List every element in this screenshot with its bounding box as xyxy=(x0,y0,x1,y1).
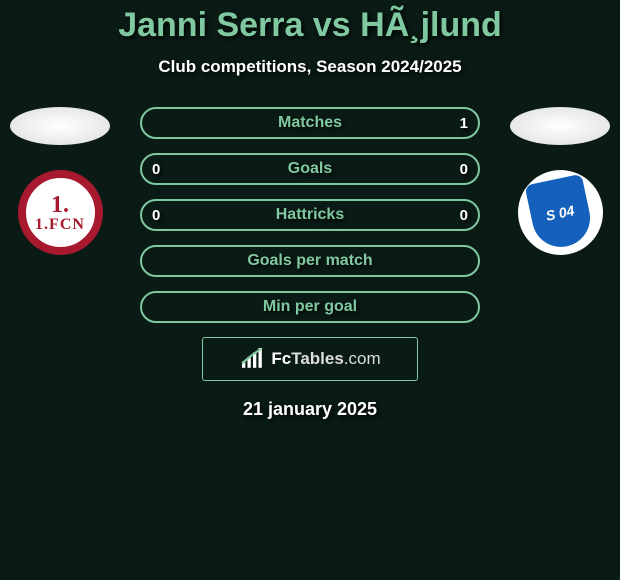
left-player-column: 1. 1.FCN xyxy=(0,107,120,255)
watermark-com: .com xyxy=(344,349,381,368)
stat-right-value: 0 xyxy=(460,161,468,178)
left-club-badge: 1. 1.FCN xyxy=(18,170,103,255)
badge-shield: S 04 xyxy=(525,173,596,252)
stat-row-matches: Matches 1 xyxy=(140,107,480,139)
watermark: FcTables.com xyxy=(202,337,418,381)
comparison-panel: 1. 1.FCN S 04 Matches 1 0 Goals 0 0 Hatt… xyxy=(0,107,620,420)
right-player-avatar xyxy=(510,107,610,145)
stat-row-gpm: Goals per match xyxy=(140,245,480,277)
stat-label: Goals per match xyxy=(247,252,372,270)
badge-text-top: 1. xyxy=(35,193,85,217)
stat-right-value: 1 xyxy=(460,115,468,132)
stat-row-goals: 0 Goals 0 xyxy=(140,153,480,185)
stat-left-value: 0 xyxy=(152,207,160,224)
page-title: Janni Serra vs HÃ¸jlund xyxy=(0,0,620,45)
stat-label: Goals xyxy=(288,160,332,178)
stat-label: Hattricks xyxy=(276,206,344,224)
stat-row-mpg: Min per goal xyxy=(140,291,480,323)
stat-label: Min per goal xyxy=(263,298,357,316)
subtitle: Club competitions, Season 2024/2025 xyxy=(0,57,620,77)
right-player-column: S 04 xyxy=(500,107,620,255)
stat-rows: Matches 1 0 Goals 0 0 Hattricks 0 Goals … xyxy=(140,107,480,323)
badge-text-bottom: 1.FCN xyxy=(35,217,85,233)
stat-left-value: 0 xyxy=(152,161,160,178)
watermark-tables: Tables xyxy=(291,349,344,368)
stat-right-value: 0 xyxy=(460,207,468,224)
watermark-fc: Fc xyxy=(271,349,291,368)
right-club-badge: S 04 xyxy=(518,170,603,255)
date: 21 january 2025 xyxy=(0,399,620,420)
stat-row-hattricks: 0 Hattricks 0 xyxy=(140,199,480,231)
bar-chart-icon xyxy=(239,348,267,370)
left-player-avatar xyxy=(10,107,110,145)
stat-label: Matches xyxy=(278,114,342,132)
